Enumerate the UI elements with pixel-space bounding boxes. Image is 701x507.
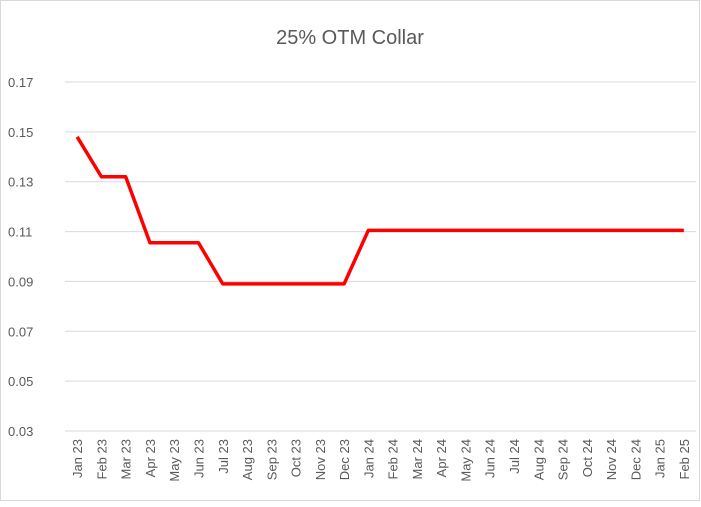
y-tick-label: 0.11 [8,225,32,240]
x-tick-label: Dec 24 [628,439,643,480]
x-tick-label: Jan 24 [361,439,376,478]
x-tick-label: May 23 [167,439,182,482]
y-tick-label: 0.07 [8,324,33,339]
x-tick-label: Jan 23 [70,439,85,478]
x-tick-label: Nov 23 [313,439,328,480]
y-tick-label: 0.03 [8,424,33,439]
x-tick-label: Nov 24 [604,439,619,480]
x-tick-label: Apr 23 [143,439,158,477]
x-tick-label: Feb 23 [94,439,109,479]
chart-title: 25% OTM Collar [276,27,424,49]
x-tick-label: Feb 24 [386,439,401,479]
x-tick-label: May 24 [458,439,473,482]
x-tick-label: Sep 24 [556,439,571,480]
x-tick-label: Jun 23 [191,439,206,478]
x-tick-label: Jul 24 [507,439,522,474]
x-tick-label: Mar 23 [119,439,134,479]
x-tick-label: Dec 23 [337,439,352,480]
x-tick-label: Jun 24 [483,439,498,478]
y-tick-label: 0.05 [8,374,33,389]
x-tick-label: Feb 25 [677,439,692,479]
y-tick-label: 0.13 [8,175,33,190]
y-tick-label: 0.09 [8,274,33,289]
x-tick-label: Mar 24 [410,439,425,479]
x-tick-label: Oct 23 [289,439,304,477]
line-series [75,135,684,286]
x-tick-label: Oct 24 [580,439,595,477]
x-tick-label: Jan 25 [653,439,668,478]
y-tick-label: 0.15 [8,125,33,140]
x-tick-label: Apr 24 [434,439,449,477]
x-tick-label: Aug 23 [240,439,255,480]
x-tick-label: Aug 24 [531,439,546,480]
x-tick-label: Jul 23 [216,439,231,474]
y-tick-label: 0.17 [8,75,33,90]
x-tick-label: Sep 23 [264,439,279,480]
